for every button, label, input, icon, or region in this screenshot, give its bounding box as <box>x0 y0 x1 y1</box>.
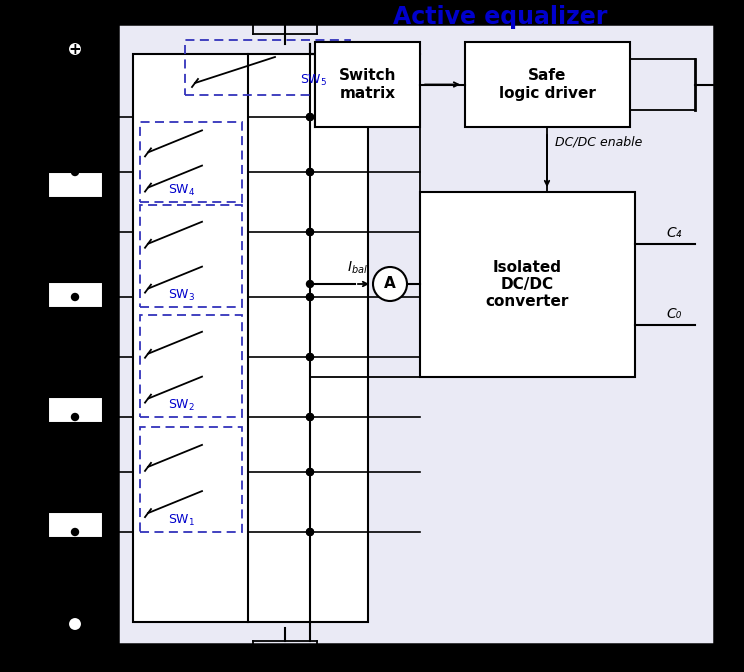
Text: C₄: C₄ <box>666 226 682 240</box>
Circle shape <box>307 468 313 476</box>
Bar <box>118 24 714 644</box>
Text: DC/DC enable: DC/DC enable <box>555 136 642 149</box>
Circle shape <box>307 294 313 300</box>
Text: SW$_2$: SW$_2$ <box>168 397 195 413</box>
Text: SW$_1$: SW$_1$ <box>168 513 195 528</box>
Circle shape <box>307 114 313 120</box>
Circle shape <box>71 413 79 421</box>
Circle shape <box>68 42 82 56</box>
Bar <box>465 42 630 127</box>
Text: SW$_5$: SW$_5$ <box>300 73 327 87</box>
Circle shape <box>71 353 79 360</box>
Circle shape <box>307 468 313 476</box>
Text: Switch
matrix: Switch matrix <box>339 69 397 101</box>
Text: A: A <box>384 276 396 292</box>
Circle shape <box>307 169 313 175</box>
Bar <box>48 172 103 198</box>
Bar <box>185 40 350 95</box>
Circle shape <box>71 528 79 536</box>
Bar <box>48 397 103 423</box>
Bar <box>140 122 242 202</box>
Text: C₄: C₄ <box>101 165 115 179</box>
Bar <box>133 54 368 622</box>
Circle shape <box>307 413 313 421</box>
Text: Active equalizer: Active equalizer <box>393 5 607 29</box>
Circle shape <box>307 353 313 360</box>
Text: SW$_4$: SW$_4$ <box>168 183 196 198</box>
Bar <box>420 192 635 377</box>
Text: To lower module: To lower module <box>234 651 336 665</box>
Bar <box>140 315 242 417</box>
Text: I²C interface: I²C interface <box>722 298 736 370</box>
Circle shape <box>307 294 313 300</box>
Bar <box>140 427 242 532</box>
Bar <box>48 512 103 538</box>
Circle shape <box>71 294 79 300</box>
Text: SW$_3$: SW$_3$ <box>168 288 195 302</box>
Circle shape <box>71 169 79 175</box>
Circle shape <box>307 280 313 288</box>
Bar <box>48 282 103 308</box>
Text: C₀: C₀ <box>666 307 682 321</box>
Text: +: + <box>68 42 81 56</box>
Text: To upper module: To upper module <box>233 11 337 24</box>
Circle shape <box>71 228 79 235</box>
Circle shape <box>307 528 313 536</box>
Text: I²C interface: I²C interface <box>722 298 736 370</box>
Circle shape <box>307 228 313 235</box>
Circle shape <box>307 114 313 120</box>
Text: Safe
logic driver: Safe logic driver <box>499 69 596 101</box>
Bar <box>714 24 744 644</box>
Circle shape <box>373 267 407 301</box>
Bar <box>140 205 242 307</box>
Bar <box>315 42 420 127</box>
Circle shape <box>307 413 313 421</box>
Text: Isolated
DC/DC
converter: Isolated DC/DC converter <box>486 259 569 309</box>
Circle shape <box>307 228 313 235</box>
Circle shape <box>71 114 79 120</box>
Text: C₀: C₀ <box>101 526 115 538</box>
Circle shape <box>71 468 79 476</box>
Circle shape <box>307 528 313 536</box>
Text: $I_{\mathit{bal}}$: $I_{\mathit{bal}}$ <box>347 260 368 276</box>
Circle shape <box>307 353 313 360</box>
Circle shape <box>68 617 82 631</box>
Circle shape <box>307 169 313 175</box>
